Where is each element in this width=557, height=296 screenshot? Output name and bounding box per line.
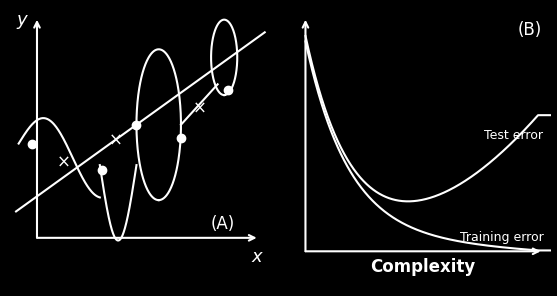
Text: ×: × (192, 99, 206, 118)
Text: ×: × (56, 153, 70, 171)
Text: ×: × (109, 132, 123, 150)
Text: x: x (252, 248, 262, 266)
Text: y: y (16, 11, 27, 29)
Text: Test error: Test error (485, 129, 544, 142)
Text: Training error: Training error (460, 231, 544, 244)
Text: Complexity: Complexity (370, 258, 476, 276)
Text: (B): (B) (518, 21, 542, 39)
Text: (A): (A) (211, 215, 235, 233)
